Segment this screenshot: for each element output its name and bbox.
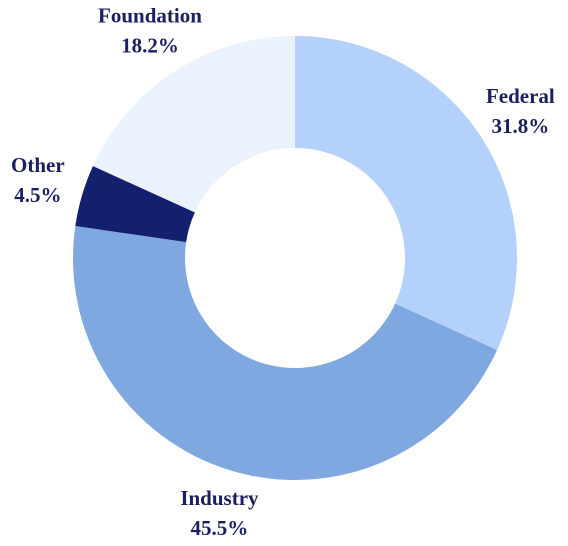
slice-label: Federal <box>486 84 555 108</box>
donut-slice <box>72 226 498 480</box>
value-label: 18.2% <box>121 33 179 57</box>
value-label: 4.5% <box>14 183 61 207</box>
value-label: 45.5% <box>191 516 249 540</box>
slice-label: Foundation <box>98 3 202 27</box>
donut-slice <box>92 36 295 213</box>
slice-label: Industry <box>180 486 259 510</box>
donut-slice <box>75 166 195 243</box>
slice-label: Other <box>11 153 65 177</box>
donut-slice <box>295 36 517 350</box>
value-label: 31.8% <box>491 114 549 138</box>
